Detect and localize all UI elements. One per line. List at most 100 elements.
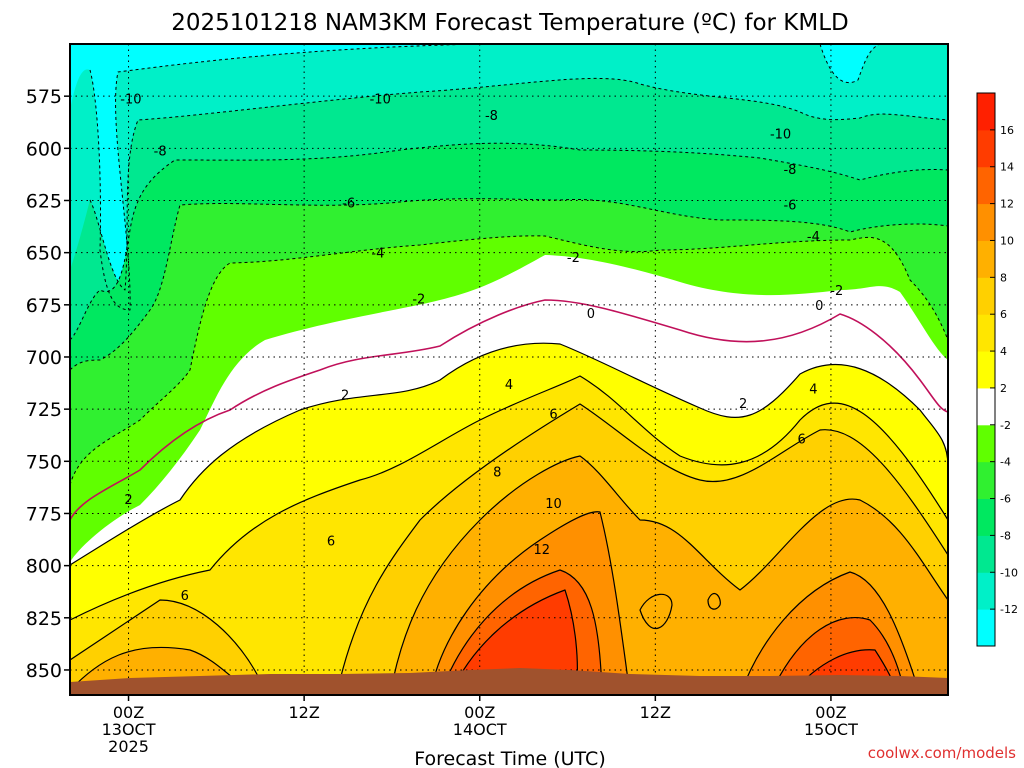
y-tick-label: 775 xyxy=(26,503,62,525)
colorbar-cell xyxy=(977,609,995,647)
contour-label: -2 xyxy=(567,251,580,266)
contour-minus4 xyxy=(70,198,948,371)
contour-label: -4 xyxy=(807,230,820,245)
colorbar-cell xyxy=(977,387,995,426)
contour-zero xyxy=(70,299,948,521)
colorbar-cell xyxy=(977,424,995,463)
y-tick-label: 725 xyxy=(26,399,62,421)
colorbar-label: 2 xyxy=(1000,382,1007,395)
grid-lines xyxy=(70,44,948,695)
contour-label: 6 xyxy=(181,589,189,604)
colorbar-cell xyxy=(977,535,995,573)
contour-label: -10 xyxy=(120,92,141,107)
y-tick-label: 650 xyxy=(26,243,62,265)
contour-2 xyxy=(70,342,948,566)
x-axis-label: Forecast Time (UTC) xyxy=(414,748,605,768)
y-tick-label: 625 xyxy=(26,190,62,212)
contour-label: 0 xyxy=(815,299,823,314)
contour-label: -4 xyxy=(371,247,384,262)
y-tick-label: 700 xyxy=(26,347,62,369)
contour-minus2 xyxy=(70,235,948,486)
colorbar: -12 -10 -8 -6 -4 -2 2 4 6 8 10 12 14 16 xyxy=(976,92,1018,647)
contour-label: -2 xyxy=(412,293,425,308)
warm-pocket-contour xyxy=(639,592,721,630)
chart-title: 2025101218 NAM3KM Forecast Temperature (… xyxy=(171,10,848,36)
colorbar-label: 12 xyxy=(1000,198,1014,211)
colorbar-label: -8 xyxy=(1000,529,1011,542)
contour-label: -8 xyxy=(485,109,498,124)
colorbar-cell xyxy=(977,203,995,241)
y-tick-label: 850 xyxy=(26,660,62,682)
contour-label: -2 xyxy=(830,284,843,299)
colorbar-cell xyxy=(977,572,995,610)
x-tick-label: 14OCT xyxy=(453,720,507,739)
contour-label: -8 xyxy=(783,163,796,178)
contour-label: 4 xyxy=(809,382,817,397)
contour-label: 12 xyxy=(534,543,551,558)
contour-label: -10 xyxy=(770,128,791,143)
colorbar-cell xyxy=(977,314,995,352)
contour-minus10 xyxy=(89,44,481,311)
colorbar-label: -10 xyxy=(1000,566,1018,579)
band-14-to-16 xyxy=(450,590,898,695)
contour-4 xyxy=(70,375,948,621)
colorbar-label: 8 xyxy=(1000,271,1007,284)
contour-label: 2 xyxy=(341,389,349,404)
contour-labels: -10 -10 -8 -8 -10 -8 -6 -6 -4 -4 -2 -2 -2 0 0 2 2 2 4 4 6 6 6 6… xyxy=(120,92,843,604)
x-tick-label: 00Z xyxy=(464,703,495,722)
contour-minus6 xyxy=(70,142,948,341)
contour-label: -8 xyxy=(154,144,167,159)
contour-label: 6 xyxy=(798,432,806,447)
contour-label: 10 xyxy=(545,497,562,512)
colorbar-cell xyxy=(977,461,995,500)
colorbar-label: 4 xyxy=(1000,345,1007,358)
colorbar-cell xyxy=(977,498,995,536)
contour-label: 4 xyxy=(505,378,513,393)
contour-12 xyxy=(439,569,906,695)
x-tick-label: 12Z xyxy=(288,703,319,722)
contour-label: -6 xyxy=(783,199,796,214)
contour-minus10-right xyxy=(819,44,881,83)
colorbar-label: 6 xyxy=(1000,308,1007,321)
contour-minus8 xyxy=(89,77,948,291)
colorbar-label: -4 xyxy=(1000,456,1011,469)
ground-terrain xyxy=(70,668,948,695)
y-tick-label: 675 xyxy=(26,295,62,317)
contour-label: 2 xyxy=(124,493,132,508)
colorbar-label: 14 xyxy=(1000,161,1014,174)
contour-6 xyxy=(70,403,948,681)
colorbar-cell xyxy=(977,129,995,168)
contour-label: 8 xyxy=(493,466,501,481)
colorbar-label: -12 xyxy=(1000,603,1018,616)
x-tick-label: 00Z xyxy=(113,703,144,722)
y-tick-label: 825 xyxy=(26,608,62,630)
contour-label: 6 xyxy=(549,407,557,422)
x-tick-label: 12Z xyxy=(640,703,671,722)
colorbar-cell xyxy=(977,93,995,131)
colorbar-label: 16 xyxy=(1000,124,1014,137)
y-tick-label: 600 xyxy=(26,138,62,160)
contour-label: -10 xyxy=(370,92,391,107)
colorbar-label: 10 xyxy=(1000,234,1014,247)
colorbar-cell xyxy=(977,277,995,315)
x-tick-label: 13OCT xyxy=(102,720,156,739)
x-tick-label: 2025 xyxy=(108,737,149,756)
contour-label: 0 xyxy=(587,307,595,322)
plot-area xyxy=(70,44,948,695)
colorbar-label: -2 xyxy=(1000,419,1011,432)
y-tick-label: 575 xyxy=(26,86,62,108)
colorbar-cell xyxy=(977,166,995,205)
credit-text: coolwx.com/models xyxy=(868,744,1016,762)
colorbar-label: -6 xyxy=(1000,493,1011,506)
contour-label: 2 xyxy=(739,397,747,412)
y-tick-label: 800 xyxy=(26,556,62,578)
colorbar-cell xyxy=(977,351,995,389)
contour-label: -6 xyxy=(342,197,355,212)
colorbar-cell xyxy=(977,240,995,278)
colorbar-frame xyxy=(976,92,996,647)
x-tick-label: 15OCT xyxy=(804,720,858,739)
x-tick-label: 00Z xyxy=(815,703,846,722)
contour-10 xyxy=(429,511,921,695)
